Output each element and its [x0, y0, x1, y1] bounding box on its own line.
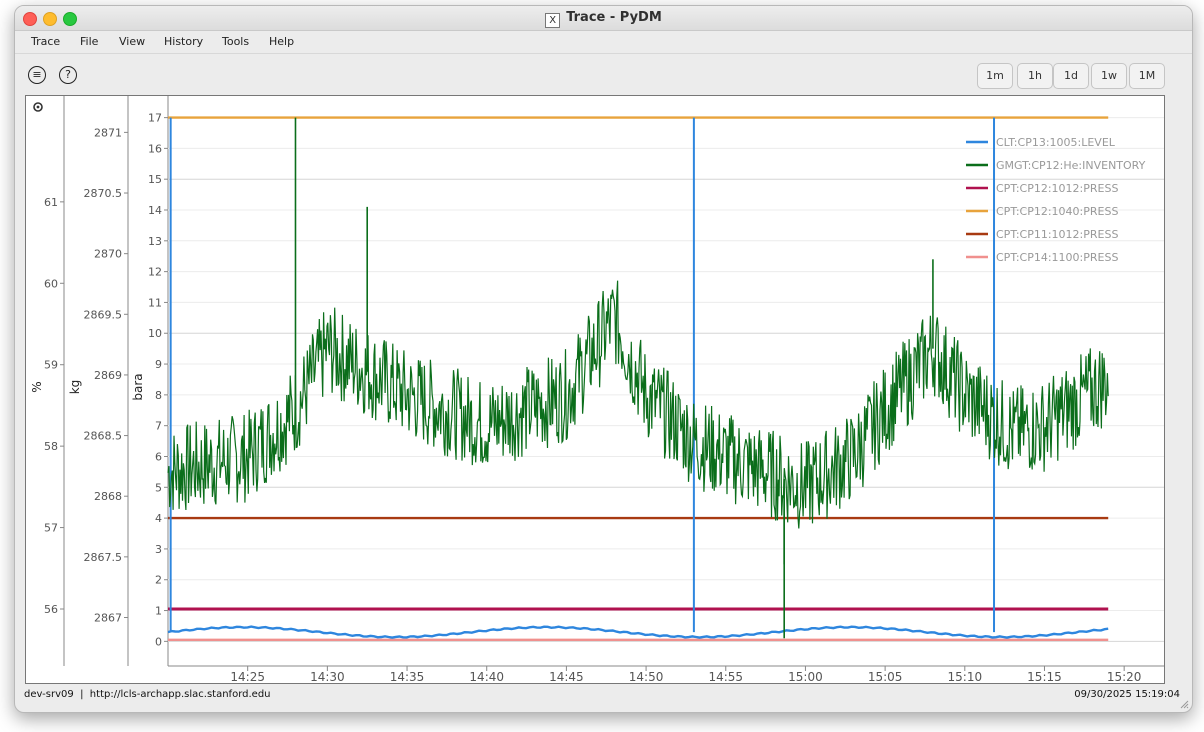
- y-tick-label-1: 2870: [94, 248, 122, 261]
- server-url: dev-srv09 | http://lcls-archapp.slac.sta…: [24, 689, 271, 700]
- y-tick-label-0: 57: [44, 522, 58, 535]
- y-tick-label-2: 7: [155, 420, 162, 433]
- y-tick-label-2: 1: [155, 605, 162, 618]
- y-tick-label-0: 56: [44, 603, 58, 616]
- y-axis-label-1: kg: [68, 380, 82, 395]
- range-1w-button[interactable]: 1w: [1091, 63, 1127, 89]
- x-tick-label: 14:50: [629, 670, 664, 683]
- y-axis-label-2: bara: [131, 373, 145, 400]
- y-tick-label-1: 2867: [94, 611, 122, 624]
- trace-plot[interactable]: % 56 57 58 59 60 61 kg 2867 2867.5 2868 2868.5 2869 2…: [25, 95, 1165, 684]
- y-tick-label-2: 6: [155, 450, 162, 463]
- help-icon[interactable]: ?: [59, 66, 77, 84]
- range-1m-button[interactable]: 1m: [977, 63, 1013, 89]
- menu-bar: Trace File View History Tools Help: [15, 31, 1192, 54]
- y-tick-label-0: 61: [44, 196, 58, 209]
- timestamp: 09/30/2025 15:19:04: [1074, 689, 1180, 700]
- y-tick-label-1: 2869.5: [84, 308, 123, 321]
- x-tick-label: 14:40: [469, 670, 504, 683]
- x-tick-label: 14:25: [230, 670, 265, 683]
- y-tick-label-2: 15: [148, 173, 162, 186]
- y-tick-label-2: 2: [155, 574, 162, 587]
- x11-icon: X: [545, 13, 561, 28]
- window-title-text: Trace - PyDM: [566, 10, 662, 25]
- menu-help[interactable]: Help: [269, 35, 295, 48]
- title-bar: X Trace - PyDM: [15, 6, 1192, 31]
- zoom-window-button[interactable]: [63, 12, 77, 26]
- x-tick-label: 15:00: [788, 670, 823, 683]
- y-tick-label-1: 2867.5: [84, 551, 123, 564]
- close-window-button[interactable]: [23, 12, 37, 26]
- x-tick-label: 15:15: [1027, 670, 1062, 683]
- y-tick-label-2: 14: [148, 204, 162, 217]
- series-line-CLT:CP13:1005:LEVEL: [167, 625, 1109, 639]
- menu-view[interactable]: View: [119, 35, 146, 48]
- range-1h-button[interactable]: 1h: [1017, 63, 1053, 89]
- legend-entry-2: CPT:CP12:1012:PRESS: [996, 182, 1118, 195]
- y-tick-label-2: 16: [148, 142, 162, 155]
- y-tick-label-1: 2869: [94, 369, 122, 382]
- legend-entry-5: CPT:CP14:1100:PRESS: [996, 251, 1118, 264]
- comment-icon[interactable]: ≡: [28, 66, 46, 84]
- menu-tools[interactable]: Tools: [222, 35, 250, 48]
- legend-entry-0: CLT:CP13:1005:LEVEL: [996, 136, 1116, 149]
- minimize-window-button[interactable]: [43, 12, 57, 26]
- y-tick-label-2: 3: [155, 543, 162, 556]
- y-tick-label-2: 17: [148, 112, 162, 125]
- series-line-GMGT:CP12:He:INVENTORY: [167, 280, 1109, 529]
- range-1d-button[interactable]: 1d: [1053, 63, 1089, 89]
- y-tick-label-2: 5: [155, 481, 162, 494]
- menu-history[interactable]: History: [164, 35, 204, 48]
- legend-entry-3: CPT:CP12:1040:PRESS: [996, 205, 1118, 218]
- x-tick-label: 14:55: [708, 670, 743, 683]
- resize-grip-icon[interactable]: [1179, 699, 1189, 709]
- status-bar: dev-srv09 | http://lcls-archapp.slac.sta…: [15, 686, 1192, 712]
- y-tick-label-1: 2868.5: [84, 430, 123, 443]
- x-tick-label: 14:45: [549, 670, 584, 683]
- x-tick-label: 15:10: [948, 670, 983, 683]
- x-tick-label: 14:35: [390, 670, 425, 683]
- y-tick-label-2: 13: [148, 235, 162, 248]
- y-tick-label-2: 8: [155, 389, 162, 402]
- y-tick-label-0: 59: [44, 359, 58, 372]
- x-tick-label: 15:05: [868, 670, 903, 683]
- menu-trace[interactable]: Trace: [31, 35, 61, 48]
- range-1M-button[interactable]: 1M: [1129, 63, 1165, 89]
- y-tick-label-2: 12: [148, 266, 162, 279]
- y-tick-label-1: 2871: [94, 126, 122, 139]
- y-tick-label-0: 58: [44, 440, 58, 453]
- y-tick-label-1: 2870.5: [84, 187, 123, 200]
- y-tick-label-2: 11: [148, 296, 162, 309]
- menu-file[interactable]: File: [80, 35, 99, 48]
- gear-icon[interactable]: [33, 102, 43, 112]
- y-tick-label-2: 10: [148, 327, 162, 340]
- x-tick-label: 14:30: [310, 670, 345, 683]
- y-tick-label-0: 60: [44, 277, 58, 290]
- y-axis-label-0: %: [30, 381, 44, 392]
- y-tick-label-2: 0: [155, 635, 162, 648]
- y-tick-label-2: 9: [155, 358, 162, 371]
- legend-entry-4: CPT:CP11:1012:PRESS: [996, 228, 1118, 241]
- trace-chart[interactable]: %565758596061kg28672867.528682868.528692…: [26, 96, 1164, 684]
- app-window: X Trace - PyDM Trace File View History To…: [14, 5, 1193, 713]
- y-tick-label-1: 2868: [94, 490, 122, 503]
- y-tick-label-2: 4: [155, 512, 162, 525]
- x-tick-label: 15:20: [1107, 670, 1142, 683]
- legend-entry-1: GMGT:CP12:He:INVENTORY: [996, 159, 1146, 172]
- window-title: X Trace - PyDM: [15, 10, 1192, 28]
